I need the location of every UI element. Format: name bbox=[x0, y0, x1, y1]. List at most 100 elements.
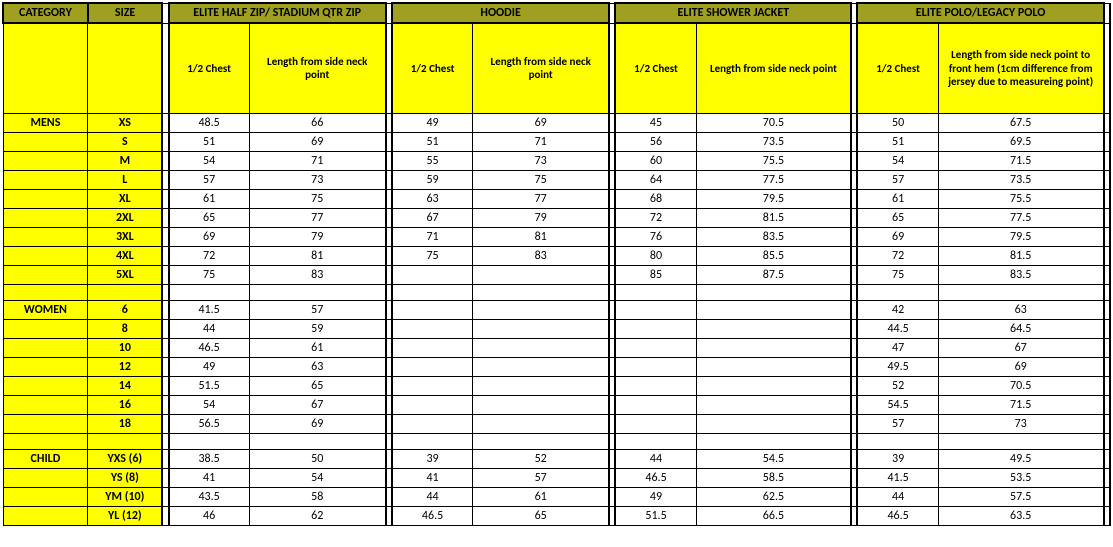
value-cell: 59 bbox=[249, 319, 386, 338]
value-cell bbox=[615, 357, 696, 376]
value-cell: 71 bbox=[473, 132, 610, 151]
value-cell: 43.5 bbox=[169, 487, 250, 506]
value-cell: 65 bbox=[857, 208, 938, 227]
table-row: 1451.5655270.5 bbox=[3, 376, 1110, 395]
value-cell bbox=[473, 300, 610, 319]
value-cell: 41.5 bbox=[169, 300, 250, 319]
value-cell: 46.5 bbox=[392, 506, 473, 525]
value-cell: 51 bbox=[857, 132, 938, 151]
value-cell bbox=[696, 300, 851, 319]
size-cell: 2XL bbox=[88, 208, 162, 227]
size-cell: 18 bbox=[88, 414, 162, 433]
value-cell: 55 bbox=[392, 151, 473, 170]
value-cell bbox=[615, 300, 696, 319]
category-cell bbox=[3, 208, 88, 227]
value-cell: 48.5 bbox=[169, 113, 250, 132]
value-cell: 66 bbox=[249, 113, 386, 132]
value-cell: 49 bbox=[169, 357, 250, 376]
sub-len-3: Length from side neck point to front hem… bbox=[938, 23, 1104, 113]
table-row: 8445944.564.5 bbox=[3, 319, 1110, 338]
category-cell bbox=[3, 151, 88, 170]
category-cell bbox=[3, 246, 88, 265]
table-row: 12496349.569 bbox=[3, 357, 1110, 376]
value-cell bbox=[392, 414, 473, 433]
table-row: 5XL75838587.57583.5 bbox=[3, 265, 1110, 284]
value-cell: 57 bbox=[473, 468, 610, 487]
value-cell: 65 bbox=[249, 376, 386, 395]
value-cell: 39 bbox=[857, 449, 938, 468]
value-cell bbox=[615, 319, 696, 338]
value-cell: 63 bbox=[938, 300, 1104, 319]
value-cell: 51 bbox=[169, 132, 250, 151]
value-cell: 57 bbox=[857, 170, 938, 189]
table-row: WOMEN641.5574263 bbox=[3, 300, 1110, 319]
value-cell: 44 bbox=[857, 487, 938, 506]
value-cell: 64.5 bbox=[938, 319, 1104, 338]
value-cell: 46 bbox=[169, 506, 250, 525]
value-cell: 50 bbox=[249, 449, 386, 468]
value-cell: 63 bbox=[249, 357, 386, 376]
value-cell: 79.5 bbox=[938, 227, 1104, 246]
value-cell: 81.5 bbox=[938, 246, 1104, 265]
value-cell: 83 bbox=[249, 265, 386, 284]
value-cell: 57 bbox=[249, 300, 386, 319]
value-cell: 67 bbox=[938, 338, 1104, 357]
value-cell: 47 bbox=[857, 338, 938, 357]
value-cell: 76 bbox=[615, 227, 696, 246]
value-cell: 54 bbox=[169, 395, 250, 414]
value-cell: 75.5 bbox=[938, 189, 1104, 208]
value-cell: 54.5 bbox=[857, 395, 938, 414]
value-cell: 61 bbox=[169, 189, 250, 208]
value-cell: 41 bbox=[169, 468, 250, 487]
value-cell: 73.5 bbox=[696, 132, 851, 151]
size-cell: 14 bbox=[88, 376, 162, 395]
size-cell: 4XL bbox=[88, 246, 162, 265]
value-cell: 75 bbox=[249, 189, 386, 208]
sub-chest-1: 1/2 Chest bbox=[392, 23, 473, 113]
value-cell: 39 bbox=[392, 449, 473, 468]
value-cell bbox=[696, 338, 851, 357]
size-cell: YXS (6) bbox=[88, 449, 162, 468]
value-cell: 60 bbox=[615, 151, 696, 170]
value-cell: 44 bbox=[169, 319, 250, 338]
size-cell: 16 bbox=[88, 395, 162, 414]
value-cell bbox=[473, 338, 610, 357]
value-cell: 71 bbox=[249, 151, 386, 170]
value-cell bbox=[473, 395, 610, 414]
category-cell: CHILD bbox=[3, 449, 88, 468]
value-cell bbox=[696, 357, 851, 376]
value-cell: 64 bbox=[615, 170, 696, 189]
value-cell bbox=[615, 414, 696, 433]
value-cell: 52 bbox=[857, 376, 938, 395]
hdr-category: CATEGORY bbox=[3, 3, 88, 23]
value-cell bbox=[696, 376, 851, 395]
value-cell: 70.5 bbox=[938, 376, 1104, 395]
value-cell bbox=[392, 357, 473, 376]
value-cell: 80 bbox=[615, 246, 696, 265]
sub-chest-0: 1/2 Chest bbox=[169, 23, 250, 113]
value-cell: 85 bbox=[615, 265, 696, 284]
value-cell bbox=[473, 414, 610, 433]
value-cell: 73 bbox=[938, 414, 1104, 433]
value-cell: 83 bbox=[473, 246, 610, 265]
value-cell bbox=[473, 265, 610, 284]
value-cell: 87.5 bbox=[696, 265, 851, 284]
table-row: YM (10)43.55844614962.54457.5 bbox=[3, 487, 1110, 506]
category-cell bbox=[3, 468, 88, 487]
value-cell: 63 bbox=[392, 189, 473, 208]
value-cell: 72 bbox=[169, 246, 250, 265]
hdr-group-1: HOODIE bbox=[392, 3, 609, 23]
group-header-row: CATEGORY SIZE ELITE HALF ZIP/ STADIUM QT… bbox=[3, 3, 1110, 23]
value-cell: 75 bbox=[473, 170, 610, 189]
value-cell: 41 bbox=[392, 468, 473, 487]
size-cell: YL (12) bbox=[88, 506, 162, 525]
value-cell: 71.5 bbox=[938, 151, 1104, 170]
value-cell: 57.5 bbox=[938, 487, 1104, 506]
value-cell: 61 bbox=[249, 338, 386, 357]
table-row: L577359756477.55773.5 bbox=[3, 170, 1110, 189]
size-cell: YS (8) bbox=[88, 468, 162, 487]
sub-header-row: 1/2 Chest Length from side neck point 1/… bbox=[3, 23, 1110, 113]
sub-len-1: Length from side neck point bbox=[473, 23, 610, 113]
value-cell: 54 bbox=[169, 151, 250, 170]
value-cell: 83.5 bbox=[938, 265, 1104, 284]
